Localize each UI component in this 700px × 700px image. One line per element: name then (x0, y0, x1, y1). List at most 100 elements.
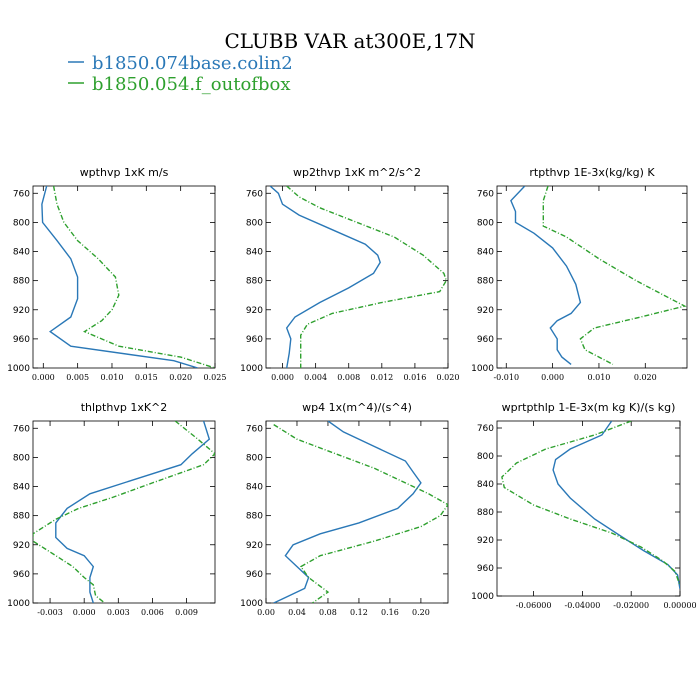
ytick-label-3-5: 960 (13, 570, 30, 580)
panel-title-2: rtpthvp 1E-3x(kg/kg) K (529, 166, 655, 179)
legend-label-0: b1850.074base.colin2 (92, 53, 293, 74)
xtick-label-4-4: 0.16 (381, 608, 399, 617)
panels: wpthvp 1xK m/s76080084088092096010000.00… (7, 166, 696, 617)
xtick-label-0-1: 0.005 (66, 373, 89, 382)
xtick-label-4-1: 0.04 (288, 608, 306, 617)
xtick-label-5-1: -0.04000 (565, 601, 601, 610)
xtick-label-1-3: 0.012 (370, 373, 393, 382)
xtick-label-2-1: 0.000 (541, 373, 564, 382)
xtick-label-3-4: 0.009 (175, 608, 198, 617)
xtick-label-0-0: 0.000 (32, 373, 55, 382)
panel-4: wp4 1x(m^4)/(s^4)76080084088092096010000… (240, 401, 449, 617)
ytick-label-3-3: 880 (13, 512, 30, 522)
xtick-label-1-0: 0.000 (271, 373, 294, 382)
ytick-label-0-2: 840 (13, 248, 30, 258)
xtick-label-4-5: 0.20 (412, 608, 430, 617)
panel-1: wp2thvp 1xK m^2/s^2 760 800 840 880 920 960 100… (240, 166, 459, 382)
series-line-4-1 (273, 424, 448, 603)
xtick-label-0-5: 0.025 (204, 373, 227, 382)
panel-frame-3 (32, 420, 216, 604)
ytick-label-5-6: 1000 (471, 592, 494, 602)
ytick-label-4-2: 840 (246, 483, 263, 493)
ytick-label-2-3: 880 (477, 277, 494, 287)
ytick-label-0-3: 880 (13, 277, 30, 287)
ytick-label-2-6: 1000 (471, 364, 494, 374)
ytick-label-4-3: 880 (246, 512, 263, 522)
panel-frame-4 (265, 420, 449, 604)
series-line-2-0 (510, 186, 582, 365)
ytick-label-0-6: 1000 (7, 364, 30, 374)
legend-label-1: b1850.054.f_outofbox (92, 74, 290, 95)
ytick-label-5-3: 880 (477, 508, 494, 518)
ytick-label-3-6: 1000 (7, 599, 30, 609)
ytick-label-0-4: 920 (13, 306, 30, 316)
ytick-label-1-5: 960 (246, 335, 263, 345)
series-line-5-1 (501, 421, 680, 586)
ytick-label-0-1: 800 (13, 218, 30, 228)
ytick-label-1-6: 1000 (240, 364, 263, 374)
legend: b1850.074base.colin2 b1850.054.f_outofbo… (68, 53, 293, 95)
xtick-label-4-0: 0.00 (257, 608, 275, 617)
xtick-label-0-2: 0.010 (101, 373, 124, 382)
ytick-label-3-1: 800 (13, 453, 30, 463)
ytick-label-3-4: 920 (13, 541, 30, 551)
xtick-label-2-2: 0.010 (587, 373, 610, 382)
xtick-label-2-0: -0.010 (493, 373, 519, 382)
series-line-5-0 (552, 421, 680, 590)
ytick-label-4-5: 960 (246, 570, 263, 580)
ytick-label-4-4: 920 (246, 541, 263, 551)
xtick-label-0-3: 0.015 (135, 373, 158, 382)
panel-5: wprtpthlp 1-E-3x(m kg K)/(s kg) 760 800 840… (471, 401, 696, 610)
ytick-label-5-4: 920 (477, 536, 494, 546)
ytick-label-3-2: 840 (13, 483, 30, 493)
xtick-label-2-3: 0.020 (634, 373, 657, 382)
ytick-label-3-0: 760 (13, 424, 30, 434)
panel-title-1: wp2thvp 1xK m^2/s^2 (293, 166, 421, 179)
xtick-label-3-1: 0.000 (73, 608, 96, 617)
ytick-label-2-5: 960 (477, 335, 494, 345)
panel-0: wpthvp 1xK m/s76080084088092096010000.00… (7, 166, 226, 382)
ytick-label-1-2: 840 (246, 248, 263, 258)
xtick-label-5-2: -0.02000 (613, 601, 649, 610)
legend-item-0: b1850.074base.colin2 (68, 53, 293, 74)
panel-title-0: wpthvp 1xK m/s (80, 166, 169, 179)
legend-item-1: b1850.054.f_outofbox (68, 74, 290, 95)
ytick-label-5-2: 840 (477, 480, 494, 490)
ytick-label-4-1: 800 (246, 453, 263, 463)
series-line-2-1 (542, 186, 687, 366)
ytick-label-0-0: 760 (13, 189, 30, 199)
xtick-label-1-1: 0.004 (304, 373, 327, 382)
ytick-label-4-6: 1000 (240, 599, 263, 609)
xtick-label-1-5: 0.020 (437, 373, 460, 382)
panel-title-5: wprtpthlp 1-E-3x(m kg K)/(s kg) (502, 401, 676, 414)
series-line-1-0 (269, 186, 381, 368)
ytick-label-2-0: 760 (477, 189, 494, 199)
series-line-4-0 (273, 421, 422, 603)
ytick-label-1-0: 760 (246, 189, 263, 199)
panel-frame-2 (496, 185, 688, 369)
ytick-label-4-0: 760 (246, 424, 263, 434)
panel-title-4: wp4 1x(m^4)/(s^4) (302, 401, 412, 414)
ytick-label-5-5: 960 (477, 564, 494, 574)
series-line-3-0 (55, 421, 211, 603)
xtick-label-1-4: 0.016 (403, 373, 426, 382)
ytick-label-5-0: 760 (477, 424, 494, 434)
xtick-label-3-2: 0.003 (107, 608, 130, 617)
panel-3: thlpthvp 1xK^2 760 800 840 880 920 960 1000 -0.0… (7, 401, 216, 617)
panel-frame-5 (496, 420, 681, 597)
xtick-label-5-3: 0.00000 (663, 601, 696, 610)
panel-2: rtpthvp 1E-3x(kg/kg) K 760 800 840 880 920 960… (471, 166, 688, 382)
figure-title: CLUBB VAR at300E,17N (224, 29, 475, 53)
xtick-label-4-3: 0.12 (350, 608, 368, 617)
ytick-label-0-5: 960 (13, 335, 30, 345)
series-line-1-1 (286, 186, 448, 368)
panel-frame-0 (32, 185, 216, 369)
xtick-label-4-2: 0.08 (319, 608, 337, 617)
xtick-label-1-2: 0.008 (337, 373, 360, 382)
xtick-label-3-3: 0.006 (141, 608, 164, 617)
ytick-label-2-1: 800 (477, 218, 494, 228)
panel-title-3: thlpthvp 1xK^2 (81, 401, 168, 414)
ytick-label-5-1: 800 (477, 452, 494, 462)
